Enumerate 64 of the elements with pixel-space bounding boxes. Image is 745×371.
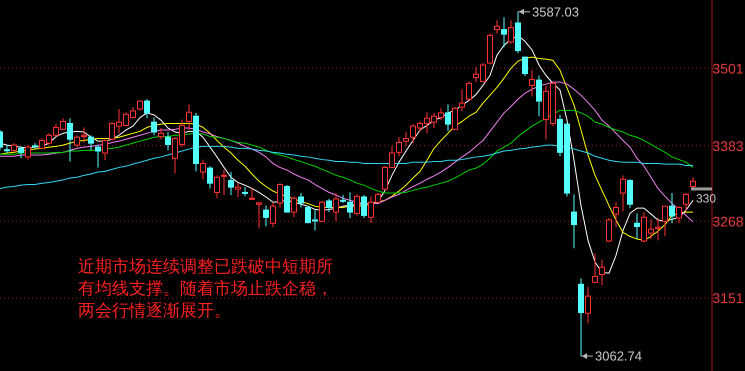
candlestick: [620, 174, 626, 212]
candlestick: [326, 198, 332, 213]
candlestick: [452, 106, 458, 131]
candlestick: [256, 202, 262, 230]
candlestick: [613, 202, 619, 228]
candlestick: [403, 131, 409, 147]
candlestick: [585, 286, 591, 324]
candlestick: [662, 205, 668, 237]
candlestick: [459, 88, 465, 112]
candlestick: [11, 142, 17, 153]
candlestick: [571, 194, 577, 249]
candlestick: [144, 98, 150, 119]
candlestick: [599, 258, 605, 286]
candlestick: [501, 16, 507, 48]
candlestick: [319, 200, 325, 222]
candlestick: [354, 194, 360, 216]
candlestick: [186, 104, 192, 131]
candlestick: [95, 144, 101, 168]
candlestick: [536, 75, 542, 117]
candlestick: [270, 202, 276, 228]
candlestick: [165, 131, 171, 151]
candlestick: [627, 178, 633, 209]
candlestick: [25, 144, 31, 160]
candlestick: [298, 192, 304, 208]
candlestick: [522, 56, 528, 77]
y-tick-label: 3151: [712, 290, 744, 306]
candlestick: [214, 174, 220, 199]
candlestick: [207, 166, 213, 189]
candlestick: [277, 182, 283, 208]
candlestick: [151, 117, 157, 136]
annotation: 3062.74: [595, 348, 642, 364]
candlestick: [669, 192, 675, 224]
candlestick: [606, 218, 612, 243]
y-tick-label: 3383: [712, 138, 744, 154]
candlestick: [200, 159, 206, 180]
candlestick: [88, 134, 94, 151]
candlestick: [361, 194, 367, 219]
candlestick: [592, 252, 598, 284]
candlestick: [494, 20, 500, 34]
candlestick: [529, 70, 535, 98]
candlestick: [158, 128, 164, 140]
candlestick: [102, 138, 108, 161]
candlestick: [333, 192, 339, 222]
candlestick: [508, 20, 514, 44]
candlestick: [249, 188, 255, 201]
candlestick: [235, 182, 241, 198]
candlestick: [221, 170, 227, 196]
annotation: 3587.03: [532, 4, 579, 20]
y-tick-label: 3501: [712, 60, 744, 76]
candlestick: [676, 206, 682, 224]
candlestick: [445, 104, 451, 132]
line-series: [0, 110, 694, 194]
candlestick: [228, 172, 234, 196]
y-tick-label: 3268: [712, 213, 744, 230]
candlestick: [634, 212, 640, 240]
candlestick: [263, 205, 269, 228]
candlestick: [67, 118, 73, 162]
candlestick: [683, 192, 689, 212]
annotation: 近期市场连续调整已跌破中短期所有均线支撑。随着市场止跌企稳，两会行情逐渐展开。: [78, 257, 333, 321]
candlestick: [466, 80, 472, 101]
candlestick: [242, 186, 248, 197]
line-series: [0, 56, 694, 241]
candlestick: [18, 146, 24, 159]
candlestick: [291, 196, 297, 218]
